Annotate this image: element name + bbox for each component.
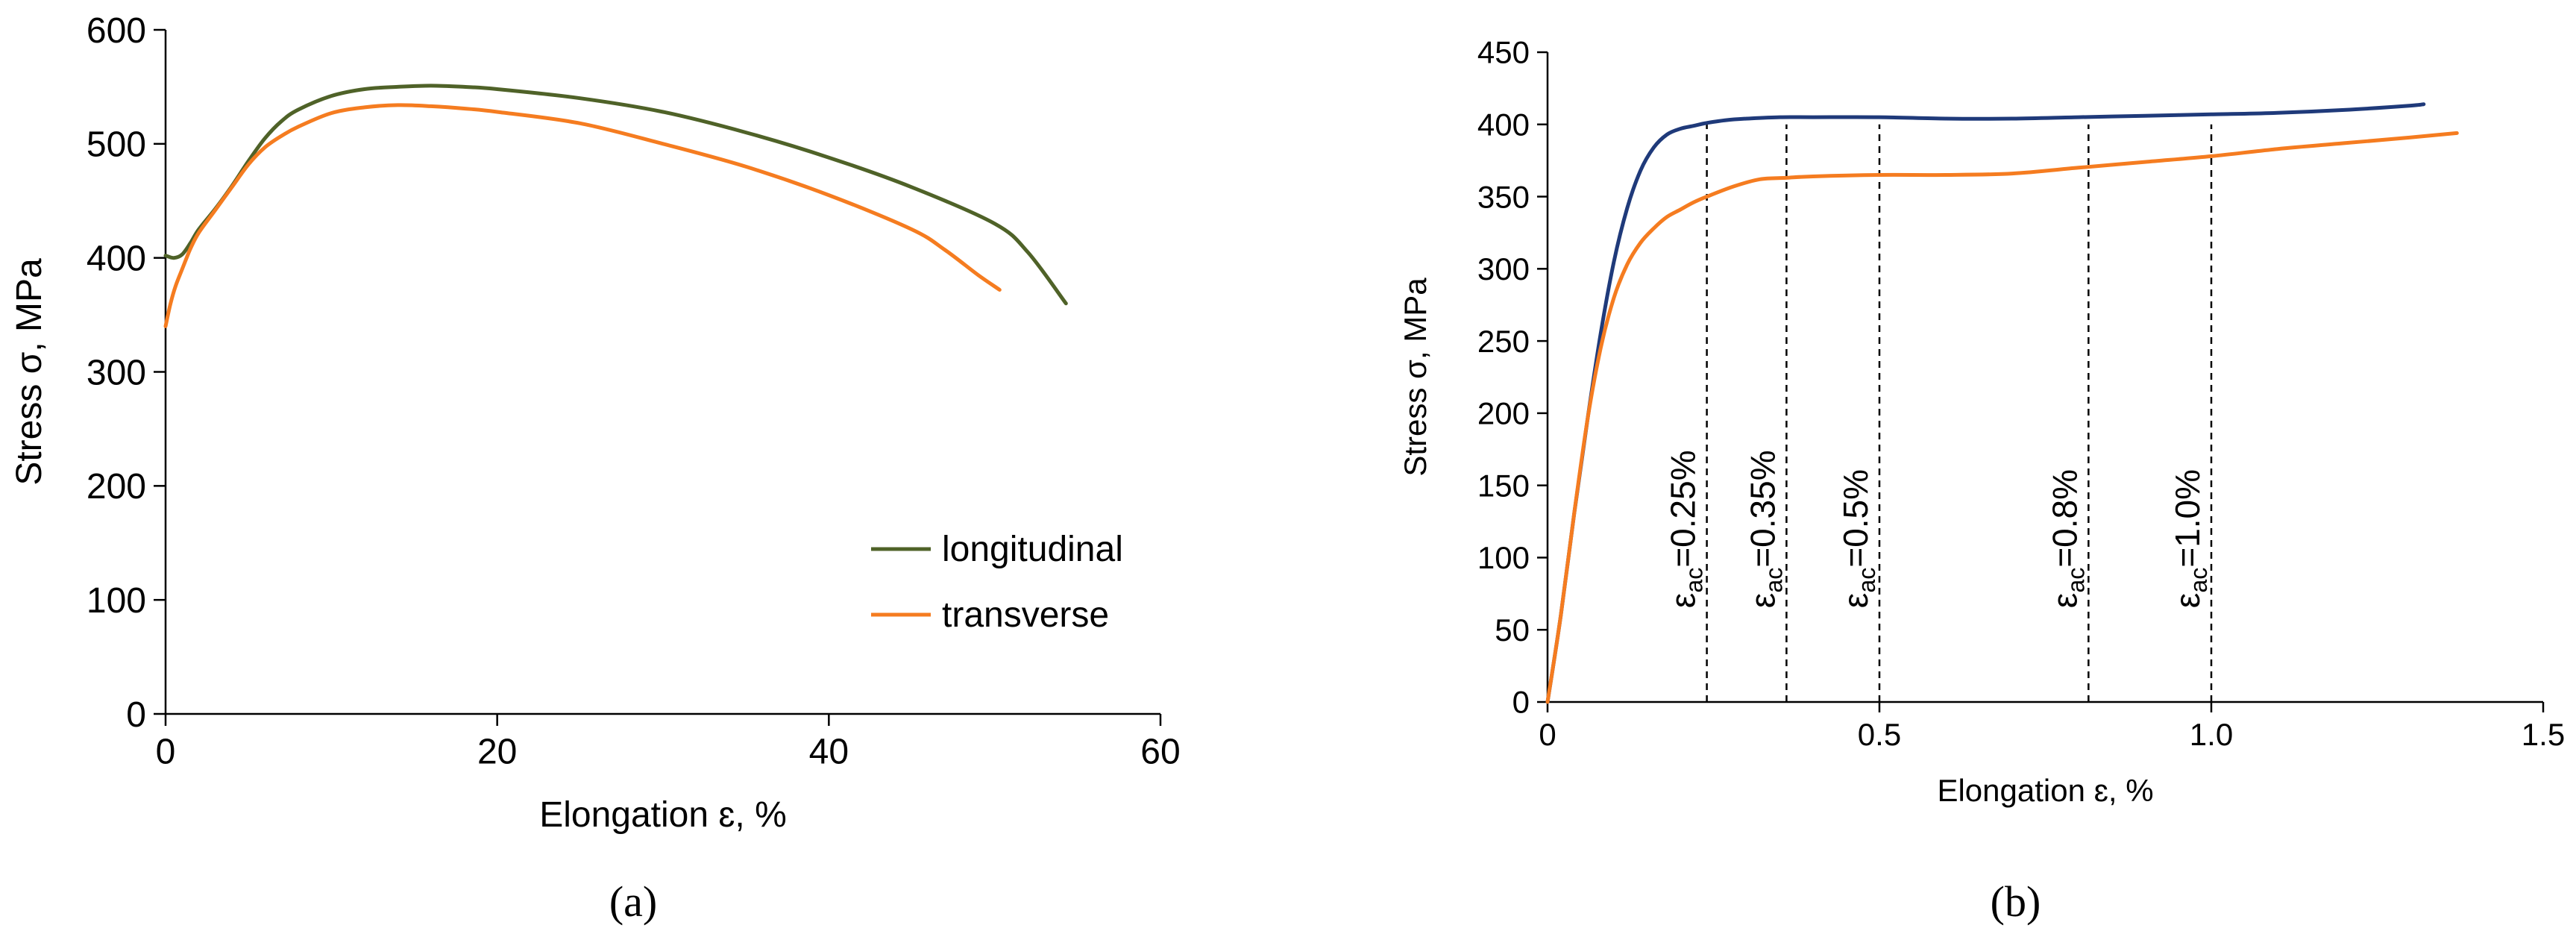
x-tick-label: 60 xyxy=(1140,732,1180,771)
threshold-symbol: ε xyxy=(2168,593,2207,609)
y-axis-title: Stress σ, MPa xyxy=(1398,278,1433,477)
threshold-symbol: ε xyxy=(2045,593,2084,609)
threshold-value: =0.25% xyxy=(1664,450,1703,567)
threshold-symbol: ε xyxy=(1836,593,1875,609)
chart-panel-b: 0 50 100 150 200 250 300 350 400 450 0 0.5 1.0 1.5 Elo… xyxy=(1398,35,2565,926)
y-tick-label: 350 xyxy=(1477,179,1530,214)
threshold-subscript: ac xyxy=(1681,568,1708,593)
x-tick-label: 0 xyxy=(156,732,176,771)
x-tick-label: 1.0 xyxy=(2190,717,2233,752)
threshold-label: εac=0.8% xyxy=(2045,469,2089,608)
y-tick-label: 0 xyxy=(126,695,146,735)
x-axis-title: Elongation ɛ, % xyxy=(539,795,787,835)
threshold-subscript: ac xyxy=(2185,568,2212,593)
threshold-symbol: ε xyxy=(1743,593,1782,609)
y-tick-label: 0 xyxy=(1512,685,1530,720)
threshold-symbol: ε xyxy=(1664,593,1703,609)
y-tick-label: 300 xyxy=(1477,251,1530,286)
chart-panel-a: 0 100 200 300 400 500 600 0 20 40 60 Elongation ɛ, … xyxy=(10,11,1181,926)
y-tick-label: 400 xyxy=(87,239,146,278)
threshold-label: εac=0.5% xyxy=(1836,469,1880,608)
y-tick-label: 100 xyxy=(87,581,146,621)
threshold-value: =0.5% xyxy=(1836,469,1875,568)
threshold-subscript: ac xyxy=(2062,568,2089,593)
y-tick-label: 500 xyxy=(87,125,146,165)
threshold-subscript: ac xyxy=(1853,568,1880,593)
x-tick-label: 0.5 xyxy=(1858,717,1901,752)
x-tick-label: 40 xyxy=(809,732,849,771)
y-tick-label: 450 xyxy=(1477,35,1530,70)
y-tick-label: 250 xyxy=(1477,324,1530,359)
panel-caption: (b) xyxy=(1991,877,2041,926)
y-tick-label: 300 xyxy=(87,353,146,392)
y-tick-label: 600 xyxy=(87,11,146,51)
threshold-subscript: ac xyxy=(1760,568,1787,593)
y-axis-title: Stress σ, MPa xyxy=(10,258,49,486)
legend-label-transverse: transverse xyxy=(942,595,1109,635)
panel-caption: (a) xyxy=(609,877,657,926)
legend-label-longitudinal: longitudinal xyxy=(942,530,1123,569)
series-line-longitudinal xyxy=(163,84,1068,306)
x-axis-title: Elongation ɛ, % xyxy=(1937,773,2153,808)
y-tick-label: 200 xyxy=(87,467,146,507)
y-tick-label: 50 xyxy=(1495,612,1530,648)
y-tick-label: 200 xyxy=(1477,396,1530,431)
x-tick-label: 1.5 xyxy=(2522,717,2565,752)
y-tick-label: 100 xyxy=(1477,540,1530,575)
series-line-transverse xyxy=(163,103,1002,328)
series-line-transverse xyxy=(1545,131,2459,704)
y-tick-label: 150 xyxy=(1477,468,1530,503)
threshold-label: εac=0.25% xyxy=(1664,450,1708,608)
series-line-longitudinal xyxy=(1545,102,2426,704)
threshold-label: εac=0.35% xyxy=(1743,450,1787,608)
threshold-value: =1.0% xyxy=(2168,469,2207,568)
threshold-value: =0.35% xyxy=(1743,450,1782,567)
x-tick-label: 20 xyxy=(477,732,517,771)
threshold-value: =0.8% xyxy=(2045,469,2084,568)
x-tick-label: 0 xyxy=(1539,717,1556,752)
y-tick-label: 400 xyxy=(1477,107,1530,142)
threshold-label: εac=1.0% xyxy=(2168,469,2212,608)
